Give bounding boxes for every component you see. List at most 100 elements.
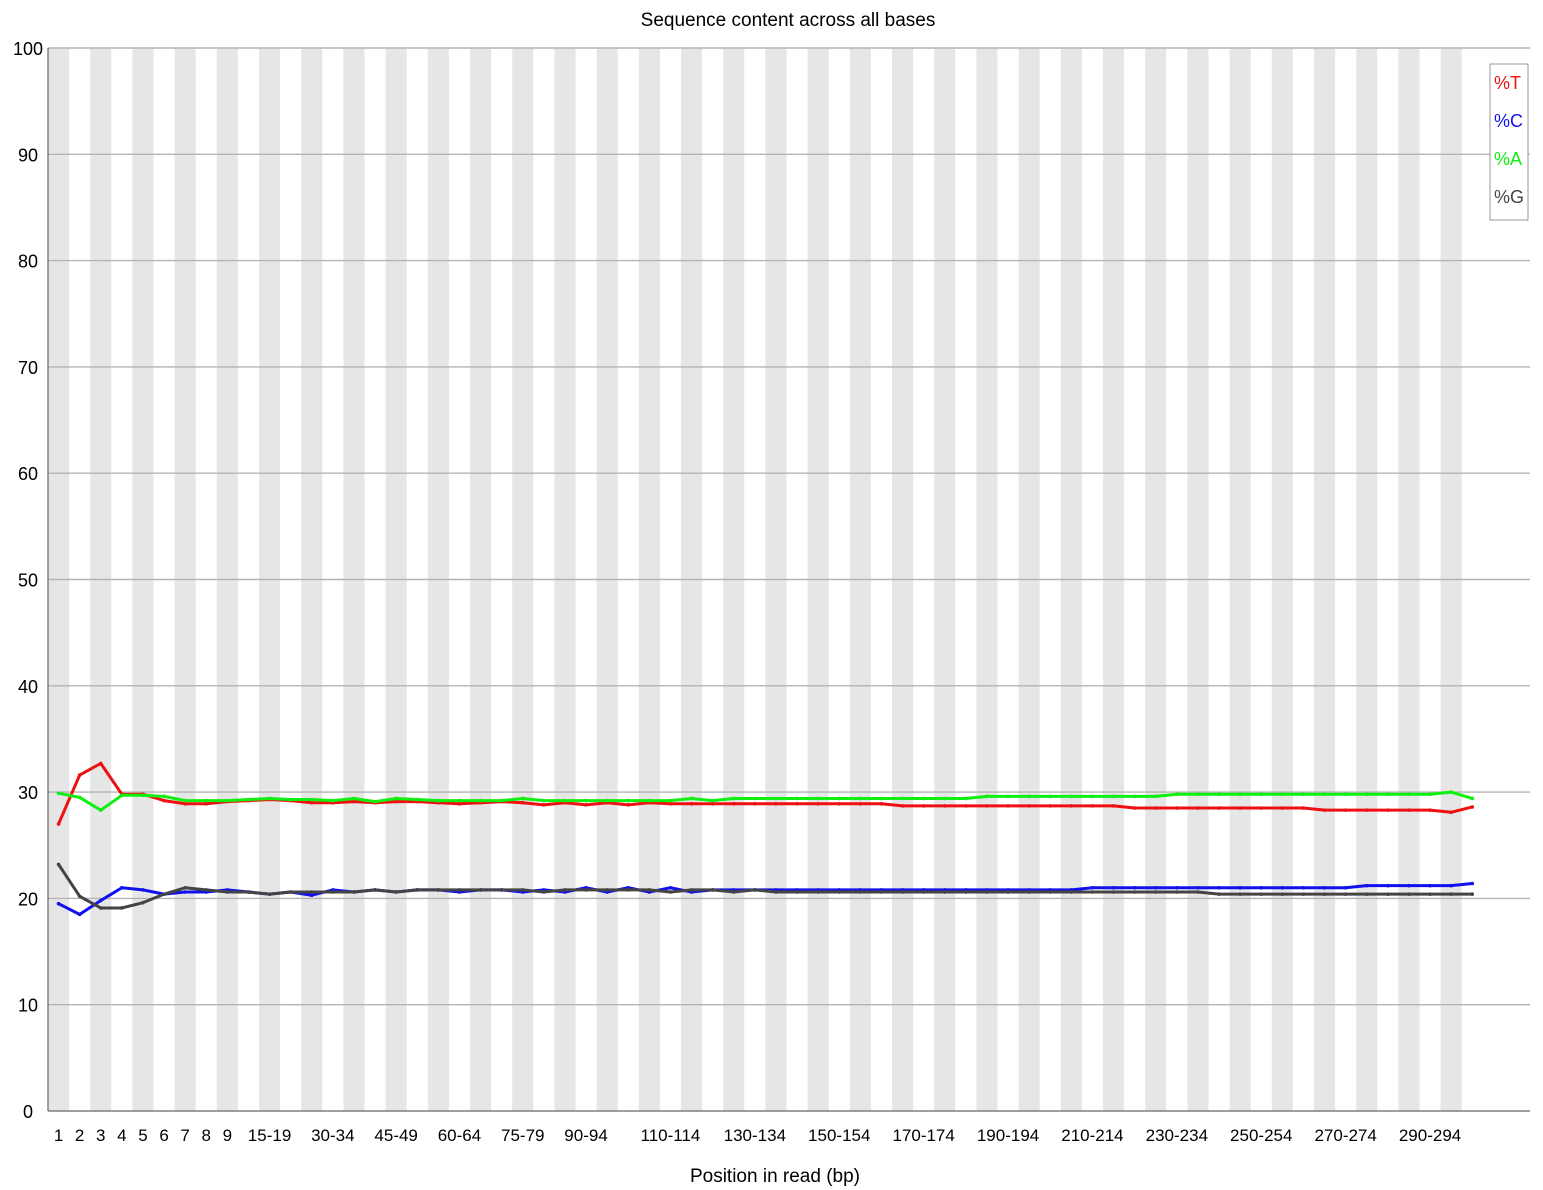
- data-point-pct-c: [1407, 883, 1411, 888]
- data-point-pct-t: [1238, 806, 1242, 810]
- data-point-pct-a: [753, 796, 757, 801]
- x-tick-label: 290-294: [1399, 1126, 1461, 1145]
- data-point-pct-g: [837, 890, 842, 894]
- data-point-pct-g: [225, 890, 230, 894]
- x-tick-label: 75-79: [501, 1126, 544, 1145]
- data-point-pct-a: [288, 797, 293, 802]
- x-tick-label: 5: [138, 1126, 147, 1145]
- data-point-pct-c: [1301, 885, 1306, 890]
- data-point-pct-g: [373, 888, 377, 892]
- data-point-pct-g: [584, 888, 588, 892]
- legend-entry: %C: [1494, 111, 1523, 131]
- data-point-pct-a: [605, 798, 609, 803]
- legend-box: [1489, 63, 1529, 221]
- data-point-pct-g: [542, 890, 546, 894]
- data-point-pct-g: [626, 888, 631, 892]
- x-tick-label: 8: [202, 1126, 211, 1145]
- data-point-pct-c: [1364, 883, 1369, 888]
- data-point-pct-a: [98, 808, 103, 812]
- data-point-pct-a: [1153, 794, 1158, 799]
- data-point-pct-g: [1027, 890, 1031, 894]
- y-tick-label: 0: [23, 1102, 33, 1122]
- data-point-pct-c: [1280, 885, 1285, 890]
- data-point-pct-a: [942, 796, 947, 801]
- data-point-pct-g: [352, 890, 356, 894]
- data-point-pct-c: [668, 885, 673, 890]
- data-point-pct-g: [499, 888, 504, 892]
- data-point-pct-t: [98, 761, 103, 766]
- data-point-pct-a: [1259, 792, 1264, 797]
- data-point-pct-a: [373, 799, 377, 804]
- data-point-pct-g: [921, 890, 926, 894]
- chart-title: Sequence content across all bases: [641, 10, 936, 31]
- data-point-pct-a: [689, 796, 694, 801]
- legend: %T %C %A %G: [1489, 63, 1529, 221]
- axes: [47, 48, 1530, 1112]
- data-point-pct-a: [710, 798, 715, 803]
- data-point-pct-g: [1470, 892, 1475, 896]
- data-point-pct-a: [415, 797, 420, 802]
- data-point-pct-a: [795, 796, 799, 801]
- x-tick-label: 2: [75, 1126, 84, 1145]
- data-point-pct-g: [520, 888, 525, 892]
- data-point-pct-g: [1407, 892, 1411, 896]
- x-tick-label: 9: [223, 1126, 232, 1145]
- data-point-pct-t: [1407, 808, 1411, 812]
- data-point-pct-c: [309, 893, 314, 898]
- y-tick-label: 10: [18, 996, 38, 1016]
- data-point-pct-a: [141, 793, 145, 798]
- data-point-pct-g: [98, 906, 103, 910]
- data-point-pct-t: [689, 801, 694, 806]
- x-tick-label: 15-19: [248, 1126, 291, 1145]
- x-tick-label: 170-174: [892, 1126, 954, 1145]
- data-point-pct-a: [774, 796, 778, 801]
- data-point-pct-g: [879, 890, 884, 894]
- data-point-pct-a: [584, 798, 588, 803]
- data-point-pct-a: [1238, 792, 1242, 797]
- data-point-pct-g: [288, 890, 293, 894]
- data-point-pct-g: [246, 890, 251, 894]
- data-point-pct-a: [1322, 792, 1327, 797]
- data-point-pct-g: [1322, 892, 1327, 896]
- data-point-pct-g: [1217, 892, 1221, 896]
- data-point-pct-t: [56, 822, 61, 826]
- data-point-pct-t: [1217, 806, 1221, 810]
- data-point-pct-a: [394, 796, 398, 801]
- data-point-pct-g: [1090, 890, 1095, 894]
- data-point-pct-g: [1196, 890, 1200, 894]
- data-point-pct-t: [542, 803, 546, 807]
- data-point-pct-a: [436, 798, 441, 803]
- data-point-pct-g: [647, 888, 652, 892]
- data-point-pct-g: [77, 894, 82, 899]
- data-point-pct-g: [1132, 890, 1137, 894]
- data-point-pct-a: [626, 798, 631, 803]
- data-point-pct-t: [1449, 810, 1453, 815]
- x-tick-label: 60-64: [438, 1126, 481, 1145]
- data-point-pct-c: [1090, 885, 1095, 890]
- data-point-pct-t: [985, 804, 989, 808]
- data-point-pct-g: [964, 890, 968, 894]
- data-point-pct-t: [964, 804, 968, 808]
- data-point-pct-g: [1259, 892, 1264, 896]
- data-point-pct-a: [520, 796, 525, 801]
- data-point-pct-g: [1006, 890, 1010, 894]
- data-point-pct-t: [1006, 804, 1010, 808]
- data-point-pct-g: [900, 890, 905, 894]
- data-point-pct-t: [900, 804, 905, 808]
- data-point-pct-a: [1343, 792, 1348, 797]
- data-point-pct-a: [900, 796, 905, 801]
- data-point-pct-a: [1407, 792, 1411, 797]
- data-point-pct-a: [1090, 794, 1095, 799]
- x-tick-label: 130-134: [724, 1126, 786, 1145]
- tick-labels: 0 10 20 30 40 50 60 70 80 90 100 1 2 3 4 5 6 7 8 9 15-19 30-3…: [13, 39, 1461, 1145]
- y-tick-label: 90: [18, 145, 38, 165]
- y-tick-label: 100: [13, 39, 43, 59]
- data-point-pct-g: [689, 888, 694, 892]
- data-point-pct-t: [795, 801, 799, 806]
- legend-entry: %A: [1494, 149, 1522, 169]
- x-tick-label: 110-114: [641, 1126, 701, 1145]
- x-tick-label: 230-234: [1146, 1126, 1208, 1145]
- data-point-pct-a: [499, 798, 504, 803]
- legend-entry: %T: [1494, 73, 1521, 93]
- data-point-pct-a: [162, 794, 166, 799]
